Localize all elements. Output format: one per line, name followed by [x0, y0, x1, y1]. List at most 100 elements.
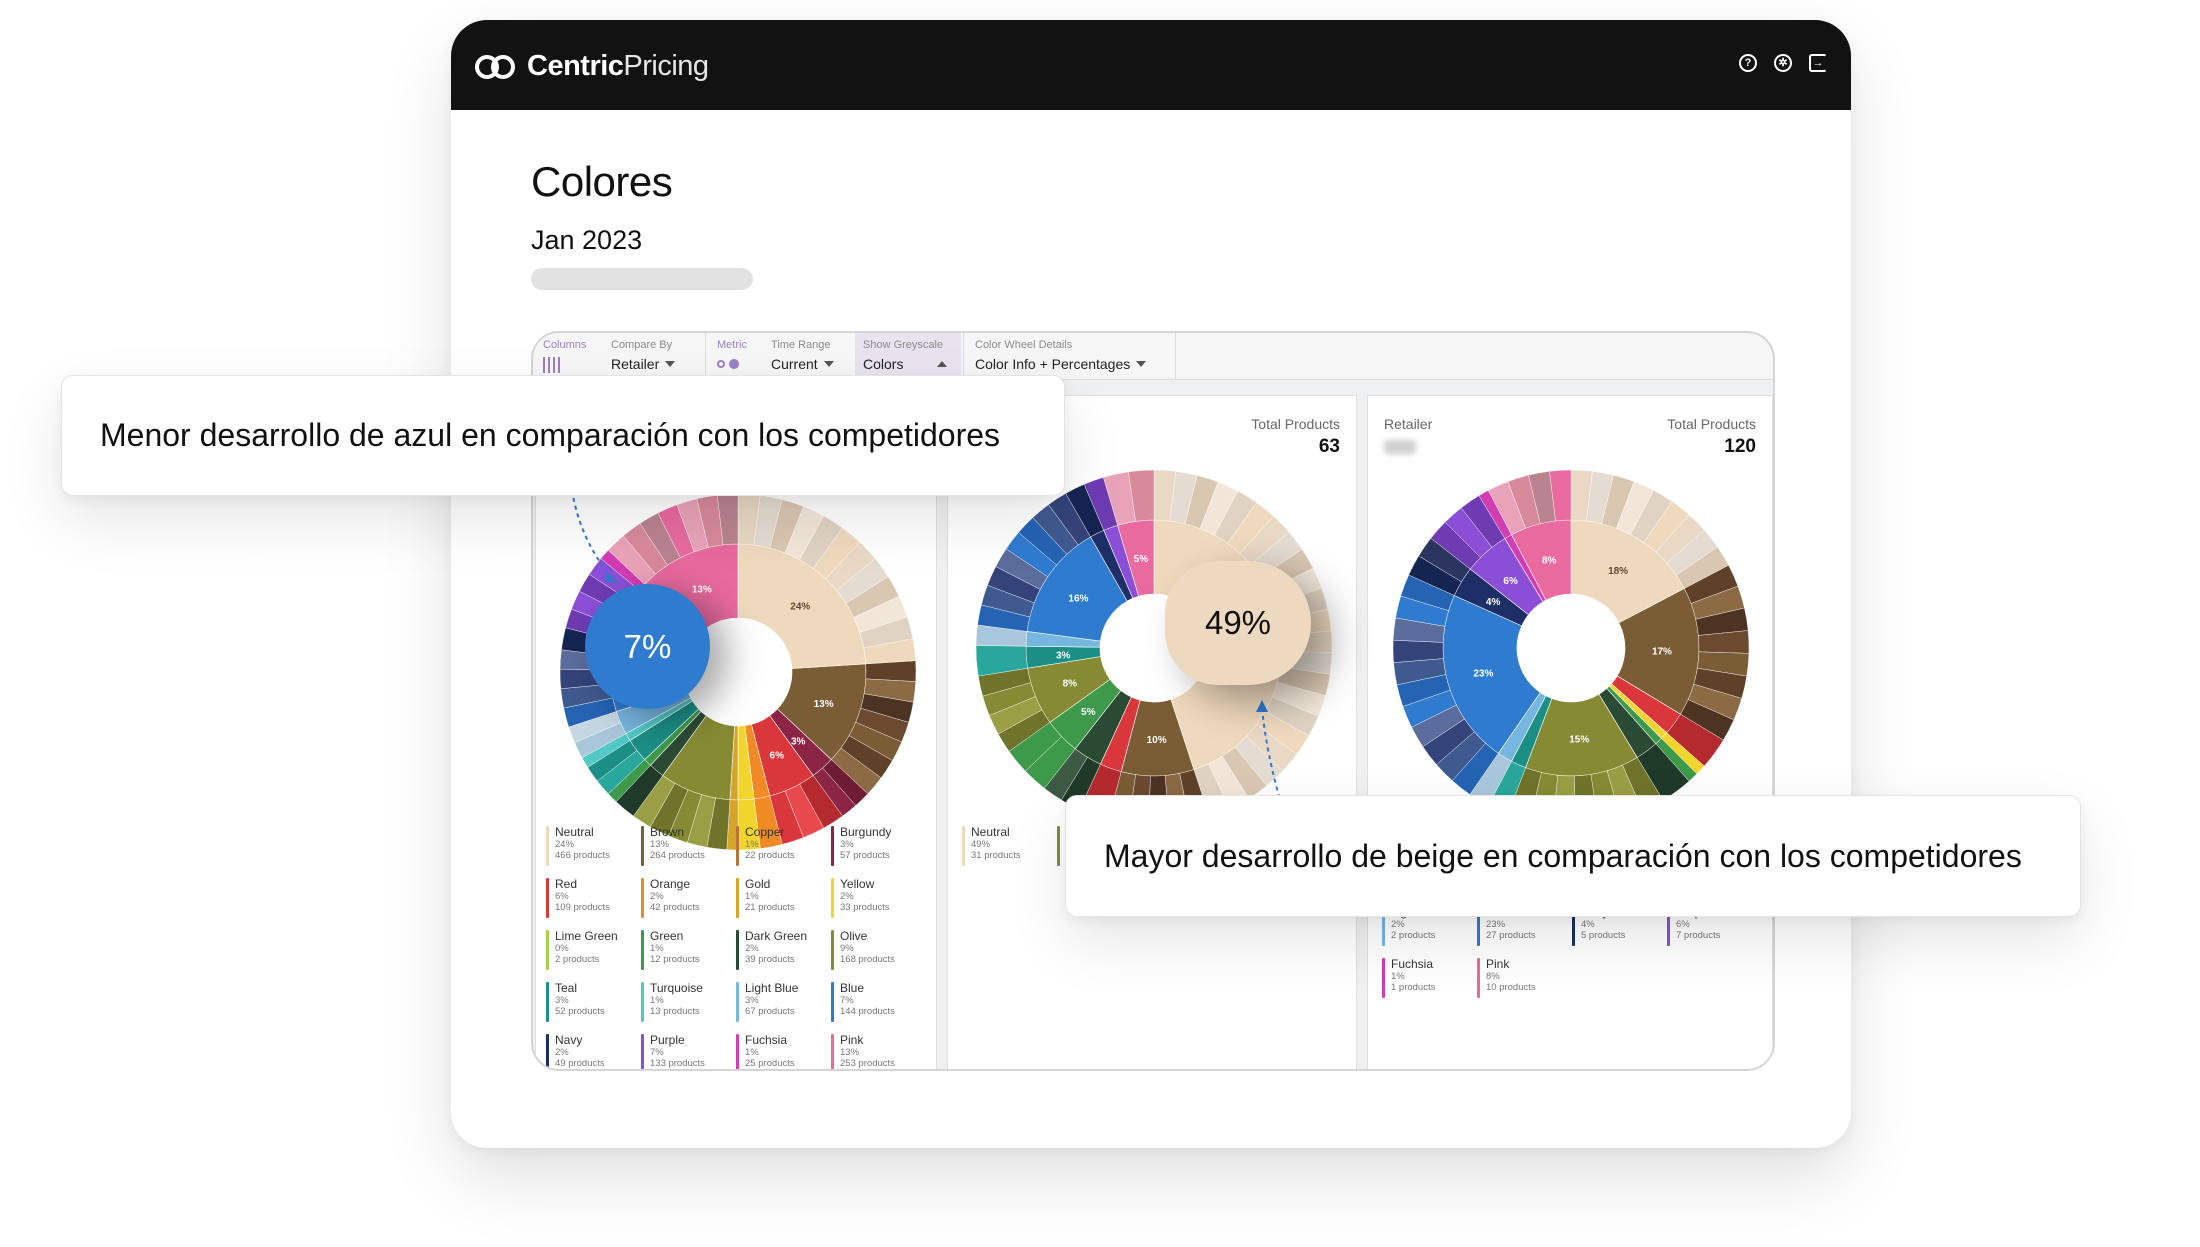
legend-item: Purple 7% 133 products — [641, 1034, 736, 1069]
callout-high-beige: Mayor desarrollo de beige en comparación… — [1065, 795, 2081, 917]
wheel-percent-label: 16% — [1068, 593, 1088, 604]
legend-item: Copper 1% 22 products — [736, 826, 831, 870]
legend-item: Dark Green 2% 39 products — [736, 930, 831, 974]
wheel-percent-label: 5% — [1081, 707, 1096, 718]
logo-mark-icon — [475, 53, 519, 81]
legend-item: Pink 8% 10 products — [1477, 958, 1572, 1002]
page-date: Jan 2023 — [531, 225, 643, 255]
columns-filter[interactable]: Columns — [543, 339, 586, 373]
help-icon[interactable]: ? — [1739, 54, 1757, 72]
legend-product-count: 168 products — [840, 954, 895, 965]
legend-swatch — [736, 878, 739, 918]
page-title: Colores — [531, 158, 673, 205]
legend-percent: 13% — [840, 1047, 860, 1058]
color-legend-1: Neutral 24% 466 products Brown 13% 264 produc… — [546, 826, 926, 1069]
legend-product-count: 7 products — [1676, 930, 1721, 941]
time-range-filter[interactable]: Time Range Current — [771, 339, 834, 372]
legend-swatch — [641, 982, 644, 1022]
legend-percent: 9% — [840, 943, 854, 954]
wheel-percent-label: 15% — [1569, 735, 1589, 746]
legend-product-count: 253 products — [840, 1058, 895, 1069]
compare-by-value: Retailer — [611, 356, 660, 372]
compare-by-filter[interactable]: Compare By Retailer — [611, 339, 676, 372]
legend-color-name: Neutral — [971, 825, 1010, 839]
legend-item: Green 1% 12 products — [641, 930, 736, 974]
legend-percent: 24% — [555, 839, 575, 850]
legend-product-count: 1 products — [1391, 982, 1436, 993]
legend-swatch — [546, 1034, 549, 1069]
legend-product-count: 12 products — [650, 954, 700, 965]
legend-percent: 23% — [1486, 919, 1506, 930]
retailer-label: Retailer — [1384, 416, 1433, 432]
legend-percent: 1% — [745, 1047, 759, 1058]
legend-percent: 49% — [971, 839, 991, 850]
wheel-percent-label: 13% — [814, 699, 834, 710]
legend-color-name: Light Blue — [745, 981, 799, 995]
legend-swatch — [1477, 958, 1480, 998]
wheel-percent-label: 10% — [1147, 735, 1167, 746]
wheel-percent-label: 23% — [1473, 668, 1493, 679]
legend-product-count: 133 products — [650, 1058, 705, 1069]
legend-product-count: 67 products — [745, 1006, 795, 1017]
legend-item: Gold 1% 21 products — [736, 878, 831, 922]
legend-color-name: Olive — [840, 929, 868, 943]
settings-icon[interactable]: ✲ — [1774, 54, 1792, 72]
legend-item: Teal 3% 52 products — [546, 982, 641, 1026]
legend-swatch — [546, 930, 549, 970]
total-products-label: Total Products — [1667, 416, 1756, 432]
wheel-center-hole — [684, 618, 792, 726]
legend-color-name: Blue — [840, 981, 865, 995]
legend-product-count: 466 products — [555, 850, 610, 861]
wheel-percent-label: 5% — [1134, 554, 1149, 565]
wheel-details-filter[interactable]: Color Wheel Details Color Info + Percent… — [975, 339, 1147, 372]
legend-color-name: Dark Green — [745, 929, 808, 943]
metric-filter[interactable]: Metric — [717, 339, 747, 369]
legend-percent: 1% — [745, 891, 759, 902]
legend-percent: 1% — [745, 839, 759, 850]
legend-swatch — [736, 930, 739, 970]
legend-percent: 6% — [1676, 919, 1690, 930]
legend-item: Burgundy 3% 57 products — [831, 826, 926, 870]
legend-swatch — [1572, 906, 1575, 946]
greyscale-label: Show Greyscale — [863, 339, 944, 351]
legend-percent: 0% — [555, 943, 569, 954]
legend-percent: 2% — [1391, 919, 1405, 930]
legend-percent: 2% — [840, 891, 854, 902]
logout-icon[interactable]: → — [1809, 54, 1827, 72]
legend-color-name: Turquoise — [650, 981, 703, 995]
legend-product-count: 144 products — [840, 1006, 895, 1017]
legend-product-count: 39 products — [745, 954, 795, 965]
legend-swatch — [736, 1034, 739, 1069]
legend-swatch — [1382, 906, 1385, 946]
legend-swatch — [546, 982, 549, 1022]
loading-skeleton — [531, 268, 753, 290]
legend-product-count: 31 products — [971, 850, 1021, 861]
app-window: CentricPricing ? ✲ → Colores Jan 2023 Co… — [451, 20, 1851, 1148]
retailer-card-2: Total Products 63 10% 5% 8% 3% 16% 5% Neutral… — [947, 395, 1357, 1069]
legend-percent: 7% — [650, 1047, 664, 1058]
legend-color-name: Red — [555, 877, 578, 891]
legend-product-count: 10 products — [1486, 982, 1536, 993]
retailer-name-redacted — [1384, 440, 1416, 454]
legend-percent: 13% — [650, 839, 670, 850]
greyscale-filter[interactable]: Show Greyscale Colors — [863, 339, 948, 372]
beige-percentage-bubble: 49% — [1165, 561, 1311, 685]
time-range-value: Current — [771, 356, 818, 372]
legend-item: Fuchsia 1% 25 products — [736, 1034, 831, 1069]
legend-product-count: 2 products — [1391, 930, 1436, 941]
legend-product-count: 49 products — [555, 1058, 605, 1069]
time-range-label: Time Range — [771, 339, 831, 351]
legend-color-name: Navy — [555, 1033, 583, 1047]
greyscale-highlight — [855, 333, 961, 380]
brand-logo[interactable]: CentricPricing — [475, 50, 709, 83]
legend-percent: 3% — [555, 995, 569, 1006]
legend-percent: 1% — [1391, 971, 1405, 982]
legend-item: Fuchsia 1% 1 products — [1382, 958, 1477, 1002]
legend-swatch — [641, 1034, 644, 1069]
legend-color-name: Yellow — [840, 877, 875, 891]
legend-swatch — [831, 930, 834, 970]
brand-name-light: Pricing — [623, 50, 709, 82]
legend-product-count: 5 products — [1581, 930, 1626, 941]
wheel-percent-label: 3% — [1056, 651, 1071, 662]
legend-swatch — [736, 982, 739, 1022]
